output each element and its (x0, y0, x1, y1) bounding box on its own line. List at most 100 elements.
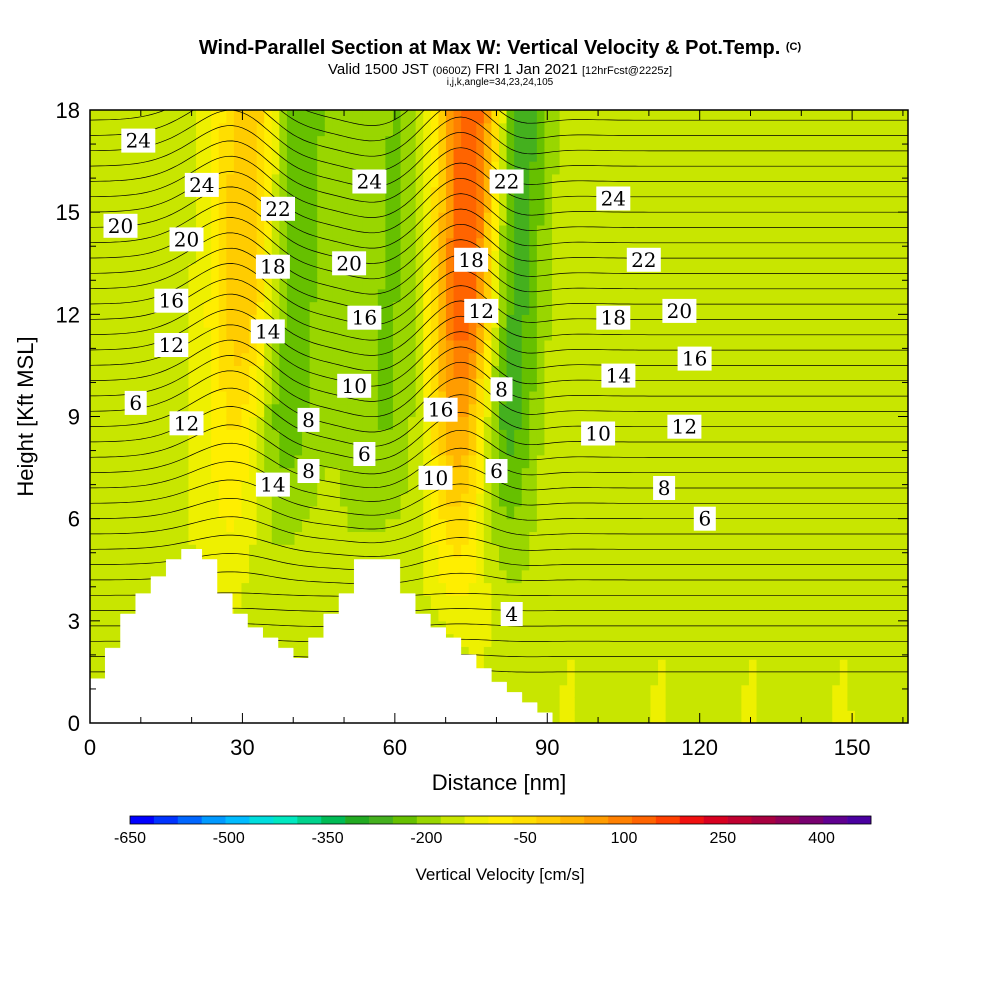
velocity-cell (839, 173, 848, 188)
velocity-cell (97, 110, 106, 124)
velocity-cell (430, 288, 439, 303)
velocity-cell (627, 493, 636, 507)
velocity-cell (506, 110, 515, 124)
velocity-cell (862, 659, 871, 673)
velocity-cell (233, 161, 243, 175)
velocity-cell (665, 710, 674, 723)
velocity-cell (809, 595, 818, 609)
velocity-cell (703, 595, 712, 609)
velocity-cell (226, 544, 235, 558)
velocity-cell (127, 518, 137, 533)
velocity-cell (650, 442, 659, 456)
velocity-cell (665, 352, 674, 367)
velocity-cell (347, 173, 356, 188)
velocity-cell (499, 224, 508, 239)
velocity-cell (476, 620, 485, 635)
velocity-cell (589, 620, 599, 635)
velocity-cell (339, 480, 349, 494)
velocity-cell (589, 122, 599, 137)
velocity-cell (385, 135, 394, 149)
velocity-cell (703, 339, 712, 354)
velocity-cell (764, 697, 773, 711)
velocity-cell (415, 161, 424, 175)
velocity-cell (809, 199, 818, 213)
velocity-cell (718, 556, 727, 571)
velocity-cell (718, 710, 727, 723)
velocity-cell (430, 493, 439, 507)
velocity-cell (786, 224, 795, 239)
velocity-cell (438, 569, 447, 584)
velocity-cell (854, 595, 864, 609)
velocity-cell (627, 710, 636, 723)
velocity-cell (120, 186, 129, 200)
velocity-cell (218, 250, 227, 264)
velocity-cell (673, 569, 682, 584)
velocity-cell (317, 429, 326, 443)
velocity-cell (97, 352, 106, 367)
velocity-cell (324, 403, 333, 418)
velocity-cell (559, 314, 568, 328)
velocity-cell (567, 378, 576, 392)
velocity-cell (127, 544, 137, 558)
velocity-cell (226, 518, 235, 533)
velocity-cell (264, 569, 273, 584)
velocity-cell (612, 122, 621, 137)
velocity-cell (794, 659, 803, 673)
velocity-cell (665, 454, 674, 469)
velocity-cell (582, 582, 591, 596)
velocity-cell (635, 429, 644, 443)
velocity-cell (286, 135, 296, 149)
velocity-cell (294, 288, 303, 303)
velocity-cell (173, 161, 182, 175)
velocity-cell (620, 110, 629, 124)
velocity-cell (695, 544, 705, 558)
velocity-cell (862, 671, 871, 686)
velocity-cell (468, 110, 477, 124)
velocity-cell (839, 314, 848, 328)
velocity-cell (385, 544, 394, 558)
velocity-cell (385, 173, 394, 188)
velocity-cell (233, 135, 243, 149)
velocity-cell (748, 493, 758, 507)
velocity-cell (415, 595, 424, 609)
velocity-cell (392, 161, 402, 175)
velocity-cell (786, 352, 795, 367)
velocity-cell (764, 620, 773, 635)
velocity-cell (688, 173, 697, 188)
velocity-cell (695, 582, 705, 596)
velocity-cell (529, 416, 538, 430)
velocity-cell (862, 122, 871, 137)
velocity-cell (741, 518, 750, 533)
velocity-cell (385, 263, 394, 277)
velocity-cell (90, 505, 99, 520)
velocity-cell (233, 224, 243, 239)
velocity-cell (605, 518, 614, 533)
velocity-cell (324, 301, 333, 315)
velocity-cell (559, 212, 568, 226)
velocity-cell (726, 531, 735, 545)
velocity-cell (733, 684, 742, 699)
velocity-cell (332, 276, 341, 290)
velocity-cell (726, 569, 735, 584)
velocity-cell (241, 582, 250, 596)
velocity-cell (582, 339, 591, 354)
velocity-cell (771, 110, 780, 124)
velocity-cell (400, 378, 409, 392)
velocity-cell (635, 608, 644, 622)
velocity-cell (642, 390, 652, 405)
velocity-cell (589, 135, 599, 149)
velocity-cell (233, 454, 243, 469)
velocity-cell (711, 250, 720, 264)
velocity-cell (650, 659, 659, 673)
velocity-cell (158, 390, 167, 405)
velocity-cell (642, 480, 652, 494)
velocity-cell (392, 365, 402, 379)
velocity-cell (521, 148, 530, 162)
velocity-cell (635, 288, 644, 303)
velocity-cell (499, 659, 508, 673)
velocity-cell (150, 556, 159, 571)
velocity-cell (476, 595, 485, 609)
velocity-cell (415, 442, 424, 456)
velocity-cell (703, 237, 712, 252)
velocity-cell (415, 569, 424, 584)
